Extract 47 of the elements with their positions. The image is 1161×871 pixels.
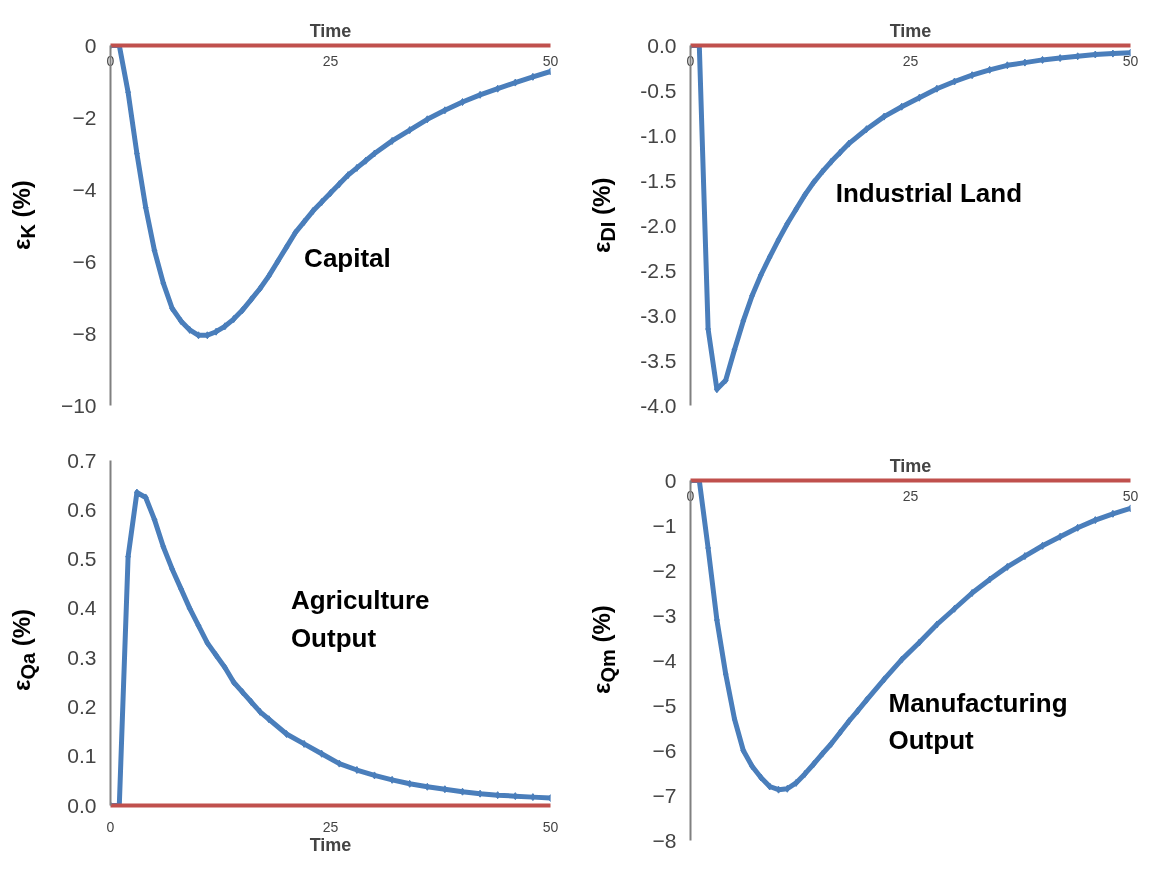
y-tick-label: 0.5 (67, 547, 97, 571)
series-label: Industrial Land (835, 178, 1023, 209)
y-tick-label: 0.7 (67, 448, 97, 472)
y-tick-label: −8 (72, 321, 97, 345)
y-tick-label: -3.0 (640, 303, 677, 327)
y-tick-label: -4.0 (640, 393, 677, 417)
y-tick-label: −4 (652, 648, 677, 672)
x-tick-label: 50 (1122, 52, 1139, 69)
series-label: Manufacturing Output (888, 687, 1068, 756)
y-tick-label: 0.0 (67, 793, 97, 817)
x-axis-title: Time (309, 20, 352, 41)
y-tick-label: −4 (72, 177, 97, 201)
x-tick-label: 0 (106, 818, 115, 835)
y-tick-label: −7 (652, 783, 677, 807)
y-tick-label: 0.4 (67, 596, 97, 620)
x-tick-label: 25 (902, 52, 919, 69)
x-axis-title: Time (889, 455, 932, 476)
y-tick-label: −2 (72, 105, 97, 129)
x-tick-label: 50 (542, 52, 559, 69)
y-tick-label: -0.5 (640, 78, 677, 102)
x-tick-label: 25 (322, 818, 339, 835)
y-tick-label: -1.0 (640, 123, 677, 147)
y-tick-label: −6 (72, 249, 97, 273)
x-axis-title: Time (309, 834, 352, 855)
y-tick-label: −5 (652, 693, 677, 717)
y-tick-label: −2 (652, 558, 677, 582)
series-label: Capital (304, 242, 391, 273)
y-tick-label: 0.3 (67, 645, 97, 669)
y-tick-label: -2.0 (640, 213, 677, 237)
x-tick-label: 25 (322, 52, 339, 69)
y-tick-label: 0.1 (67, 744, 97, 768)
x-tick-label: 50 (1122, 487, 1139, 504)
y-tick-label: −1 (652, 513, 677, 537)
x-tick-label: 25 (902, 487, 919, 504)
y-tick-label: −8 (652, 828, 677, 852)
text: Agriculture Output (290, 585, 430, 653)
y-tick-label: −3 (652, 603, 677, 627)
x-axis-title: Time (889, 20, 932, 41)
x-tick-label: 50 (542, 818, 559, 835)
y-tick-label: 0.0 (647, 33, 677, 57)
y-tick-label: 0.6 (67, 497, 97, 521)
y-tick-label: −10 (60, 393, 97, 417)
y-tick-label: −6 (652, 738, 677, 762)
y-tick-label: -2.5 (640, 258, 677, 282)
y-tick-label: -1.5 (640, 168, 677, 192)
y-tick-label: -3.5 (640, 348, 677, 372)
y-tick-label: 0.2 (67, 694, 97, 718)
